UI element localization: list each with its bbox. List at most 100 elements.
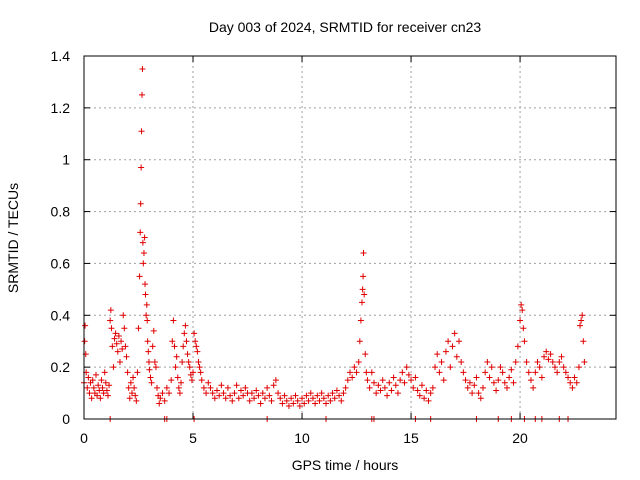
- data-point: [384, 392, 391, 399]
- data-point: [475, 390, 482, 397]
- data-point: [449, 343, 456, 350]
- data-point: [184, 351, 191, 358]
- data-point: [209, 390, 216, 397]
- data-point: [116, 358, 123, 365]
- data-point: [327, 397, 334, 404]
- data-point: [111, 335, 118, 342]
- data-point: [121, 325, 128, 332]
- data-point: [482, 369, 489, 376]
- data-point: [257, 400, 264, 407]
- data-point: [340, 390, 347, 397]
- data-point: [358, 299, 365, 306]
- data-point: [425, 397, 432, 404]
- data-point: [185, 358, 192, 365]
- data-point: [107, 317, 114, 324]
- data-point: [547, 351, 554, 358]
- data-point: [364, 377, 371, 384]
- data-point: [551, 364, 558, 371]
- data-point: [521, 338, 528, 345]
- data-point: [180, 343, 187, 350]
- data-point: [579, 312, 586, 319]
- y-tick-label: 0.4: [51, 307, 71, 323]
- data-point: [84, 384, 91, 391]
- data-point: [182, 322, 189, 329]
- data-point: [497, 364, 504, 371]
- data-point: [151, 358, 158, 365]
- y-tick-label: 1.4: [51, 48, 71, 64]
- data-point: [139, 65, 146, 72]
- data-point: [518, 301, 525, 308]
- data-point: [134, 369, 141, 376]
- data-point: [119, 345, 126, 352]
- data-point: [229, 397, 236, 404]
- data-point: [261, 395, 268, 402]
- data-point: [501, 379, 508, 386]
- data-point: [94, 392, 101, 399]
- data-point: [95, 382, 102, 389]
- data-point: [150, 327, 157, 334]
- data-point: [264, 384, 271, 391]
- data-point: [480, 384, 486, 391]
- data-point: [549, 358, 556, 365]
- data-point: [388, 387, 395, 394]
- data-point: [138, 91, 145, 98]
- data-point: [137, 229, 144, 236]
- data-point: [112, 330, 119, 337]
- data-point: [484, 358, 491, 365]
- y-tick-label: 1: [62, 152, 70, 168]
- data-point: [401, 379, 408, 386]
- data-point: [360, 273, 367, 280]
- data-point: [86, 390, 93, 397]
- data-point: [281, 392, 288, 399]
- data-point: [357, 317, 364, 324]
- data-point: [122, 343, 129, 350]
- data-point: [161, 397, 168, 404]
- data-point: [135, 325, 142, 332]
- data-point: [556, 358, 563, 365]
- data-point: [242, 384, 249, 391]
- data-point: [508, 366, 515, 373]
- data-point: [349, 374, 356, 381]
- data-point: [571, 374, 578, 381]
- data-point: [477, 395, 484, 402]
- data-point: [490, 379, 497, 386]
- data-point: [336, 392, 343, 399]
- data-point: [149, 343, 156, 350]
- data-point: [106, 382, 113, 389]
- data-point: [100, 390, 107, 397]
- data-point: [152, 364, 159, 371]
- data-point: [381, 384, 388, 391]
- data-point: [392, 382, 399, 389]
- data-point: [405, 371, 412, 378]
- y-tick-label: 1.2: [51, 100, 71, 116]
- data-point: [333, 387, 340, 394]
- data-point: [312, 400, 319, 407]
- data-point: [578, 317, 585, 324]
- data-point: [538, 374, 545, 381]
- data-point: [390, 374, 397, 381]
- data-point: [248, 390, 255, 397]
- data-point: [113, 340, 120, 347]
- data-point: [142, 281, 149, 288]
- data-point: [148, 379, 155, 386]
- data-point: [193, 343, 200, 350]
- data-point: [495, 377, 502, 384]
- data-point: [451, 330, 458, 337]
- data-point: [207, 384, 214, 391]
- data-point: [418, 382, 425, 389]
- data-point: [408, 377, 415, 384]
- data-point: [255, 392, 262, 399]
- data-point: [143, 312, 150, 319]
- data-point: [133, 397, 140, 404]
- data-point: [466, 379, 473, 386]
- data-point: [101, 369, 108, 376]
- data-point: [272, 377, 279, 384]
- data-point: [303, 392, 310, 399]
- data-point: [115, 333, 122, 340]
- data-point: [447, 364, 454, 371]
- data-point: [130, 374, 137, 381]
- data-point: [142, 291, 149, 298]
- data-point: [434, 351, 441, 358]
- data-point: [565, 374, 572, 381]
- data-point: [351, 364, 358, 371]
